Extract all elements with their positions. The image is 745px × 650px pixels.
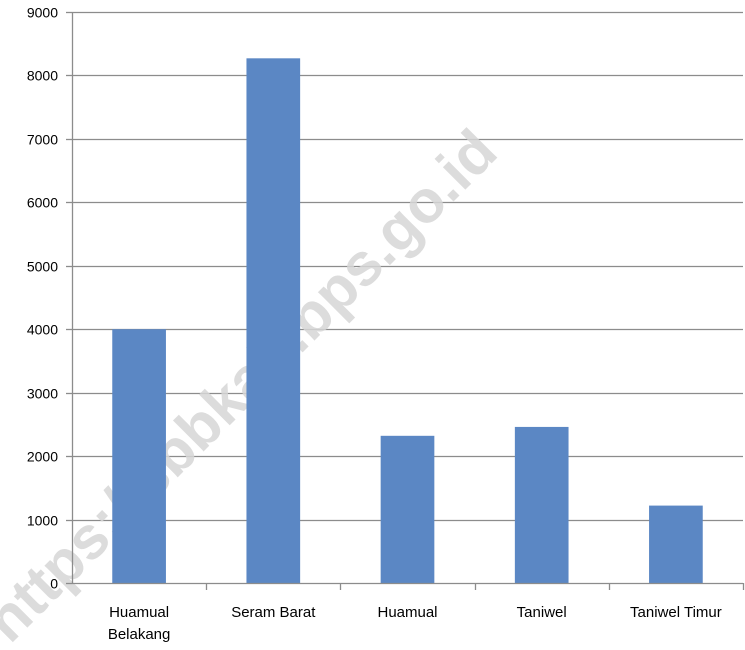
y-tick-labels: 0 1000 2000 3000 4000 5000 6000 7000 8000 9000 <box>27 5 58 592</box>
y-tick-label: 5000 <box>27 259 58 275</box>
y-tick-label: 7000 <box>27 132 58 148</box>
bar <box>514 426 569 583</box>
x-tick-label: Huamual <box>377 604 437 621</box>
y-tick-label: 3000 <box>27 386 58 402</box>
bar <box>380 435 435 583</box>
x-tick-label-line: Huamual <box>109 604 169 621</box>
x-tick-label: Seram Barat <box>231 604 316 621</box>
x-tick-label: Taniwel Timur <box>630 604 722 621</box>
bar <box>649 505 703 583</box>
y-tick-label: 4000 <box>27 322 58 338</box>
y-tick-label: 6000 <box>27 195 58 211</box>
gridlines <box>72 11 743 522</box>
x-tick-labels: Huamual Belakang Seram Barat Huamual Taniwel… <box>108 604 722 643</box>
x-tick-label: Taniwel <box>517 604 567 621</box>
x-tick-label: Huamual Belakang <box>108 604 171 643</box>
x-tick-label-line: Belakang <box>108 626 171 643</box>
bar <box>246 58 301 583</box>
y-tick-label: 9000 <box>27 5 58 21</box>
y-tick-label: 1000 <box>27 513 58 529</box>
bars <box>112 58 703 583</box>
y-tick-label: 0 <box>50 576 58 592</box>
x-tick-label-line: Seram Barat <box>231 604 316 621</box>
x-tick-label-line: Huamual <box>377 604 437 621</box>
y-tick-label: 2000 <box>27 449 58 465</box>
bar <box>112 329 166 583</box>
y-tick-label: 8000 <box>27 68 58 84</box>
x-tick-label-line: Taniwel <box>517 604 567 621</box>
x-tick-label-line: Taniwel Timur <box>630 604 722 621</box>
axes <box>66 11 745 590</box>
